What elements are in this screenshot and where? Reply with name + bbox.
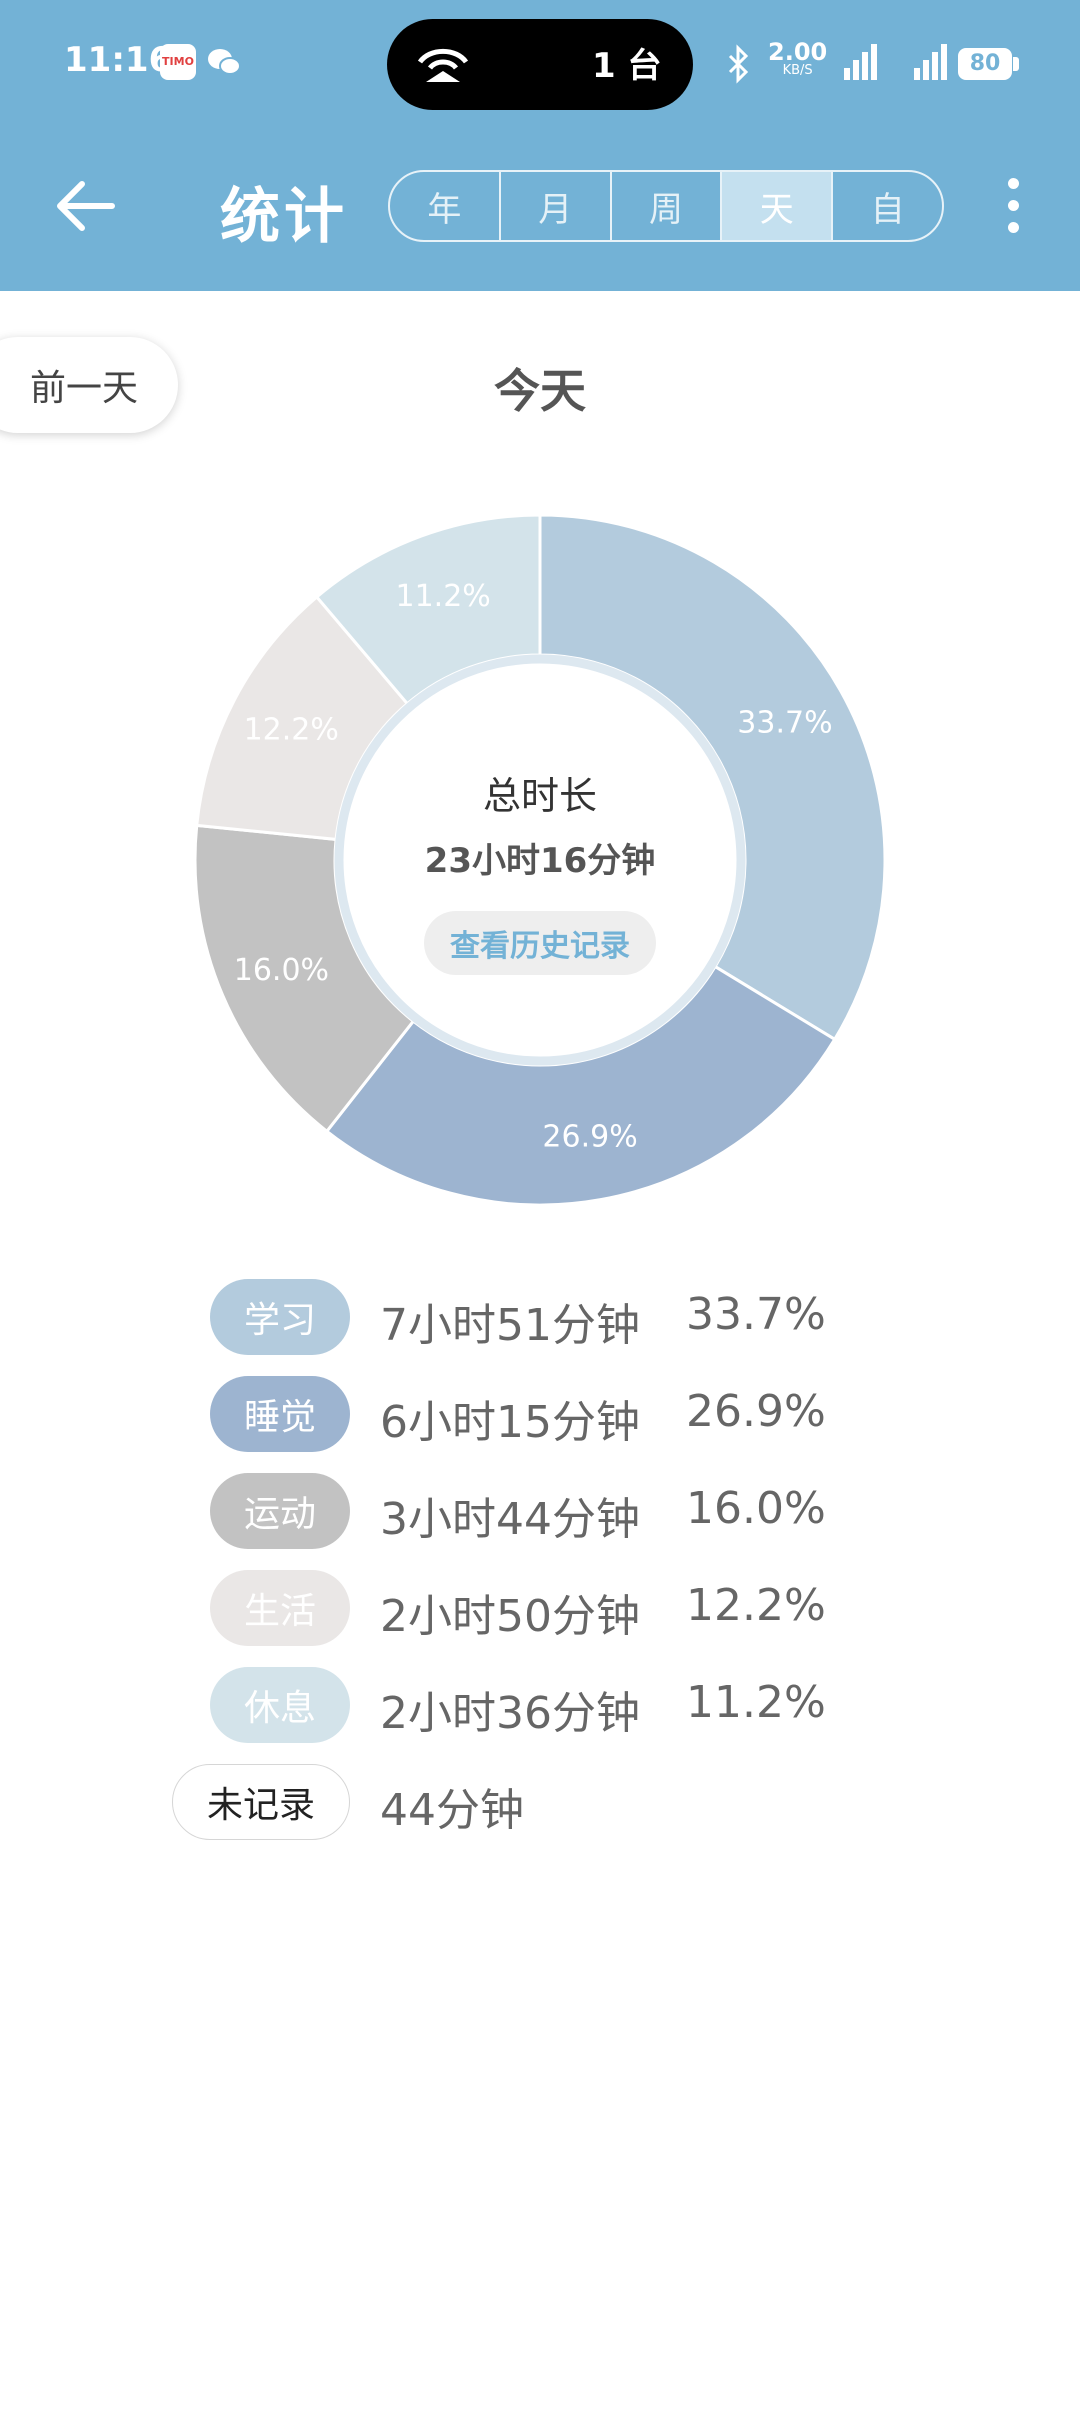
battery-tip: [1013, 57, 1019, 71]
signal-icon-sim1: [844, 44, 877, 80]
category-duration: 3小时44分钟: [380, 1494, 640, 1545]
more-menu-icon[interactable]: [1000, 178, 1026, 234]
bluetooth-icon: [728, 44, 749, 84]
legend-row-unrecorded[interactable]: 未记录 44分钟: [0, 1762, 1080, 1842]
total-duration-value: 23小时16分钟: [424, 841, 656, 881]
category-tag: 运动: [210, 1473, 350, 1549]
slice-label-3: 12.2%: [244, 712, 339, 747]
category-percent: 33.7%: [686, 1289, 826, 1340]
header-bar: 11:16 TIMO 1 台 2.00 KB/S 80 统计 年 月 周: [0, 0, 1080, 291]
slice-label-0: 33.7%: [737, 705, 832, 740]
legend-row-study[interactable]: 学习 7小时51分钟 33.7%: [0, 1277, 1080, 1357]
net-speed-value: 2.00: [768, 38, 828, 66]
signal-icon-sim2: [914, 44, 947, 80]
category-duration: 6小时15分钟: [380, 1397, 640, 1448]
donut-inner-ring: [334, 654, 746, 1066]
category-tag: 生活: [210, 1570, 350, 1646]
battery-icon: 80: [958, 48, 1012, 80]
segment-custom[interactable]: 自: [870, 189, 905, 230]
category-tag: 睡觉: [210, 1376, 350, 1452]
segment-week[interactable]: 周: [612, 172, 723, 240]
timo-app-icon: TIMO: [160, 44, 196, 80]
legend-row-exercise[interactable]: 运动 3小时44分钟 16.0%: [0, 1471, 1080, 1551]
wechat-icon: [208, 49, 241, 75]
net-speed-unit: KB/S: [782, 63, 813, 78]
device-count: 1 台: [592, 46, 662, 86]
slice-label-4: 11.2%: [395, 579, 490, 614]
net-speed: 2.00 KB/S: [768, 40, 827, 77]
cast-icon: [417, 48, 469, 82]
view-history-button[interactable]: 查看历史记录: [424, 911, 656, 975]
category-percent: 26.9%: [686, 1386, 826, 1437]
category-tag: 休息: [210, 1667, 350, 1743]
legend-row-sleep[interactable]: 睡觉 6小时15分钟 26.9%: [0, 1374, 1080, 1454]
segment-month[interactable]: 月: [501, 172, 612, 240]
page-title: 统计: [220, 182, 348, 252]
category-duration: 2小时36分钟: [380, 1688, 640, 1739]
slice-label-2: 16.0%: [234, 953, 329, 988]
status-time: 11:16: [64, 40, 173, 80]
legend-row-life[interactable]: 生活 2小时50分钟 12.2%: [0, 1568, 1080, 1648]
period-segmented-control: 年 月 周 天 自: [388, 170, 944, 242]
category-percent: 12.2%: [686, 1580, 826, 1631]
category-percent: 16.0%: [686, 1483, 826, 1534]
category-duration: 7小时51分钟: [380, 1300, 640, 1351]
category-percent: 11.2%: [686, 1677, 826, 1728]
segment-year[interactable]: 年: [390, 172, 501, 240]
category-tag: 学习: [210, 1279, 350, 1355]
category-duration: 44分钟: [380, 1785, 524, 1836]
segment-day[interactable]: 天: [722, 172, 834, 240]
legend-row-rest[interactable]: 休息 2小时36分钟 11.2%: [0, 1665, 1080, 1745]
category-tag: 未记录: [172, 1764, 350, 1840]
slice-label-1: 26.9%: [542, 1120, 637, 1155]
previous-day-button[interactable]: 前一天: [0, 337, 178, 433]
total-duration-label: 总时长: [482, 774, 597, 818]
category-duration: 2小时50分钟: [380, 1591, 640, 1642]
back-arrow-icon[interactable]: [52, 176, 118, 236]
date-title: 今天: [494, 364, 586, 418]
